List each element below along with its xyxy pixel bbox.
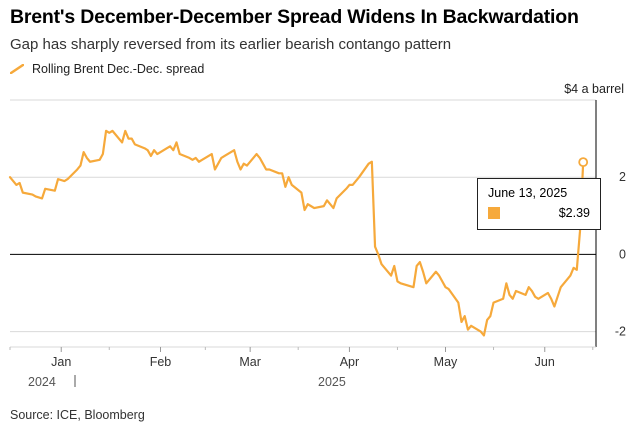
y-axis-unit-label: $4 a barrel	[564, 82, 624, 96]
tooltip-swatch	[488, 207, 500, 219]
chart-subtitle: Gap has sharply reversed from its earlie…	[10, 36, 452, 53]
highlight-point	[578, 157, 589, 168]
year-label: 2024	[28, 375, 56, 389]
x-tick-label: Feb	[150, 355, 172, 369]
legend-label: Rolling Brent Dec.-Dec. spread	[32, 62, 205, 76]
series-line	[8, 129, 585, 337]
chart-title: Brent's December-December Spread Widens …	[10, 6, 579, 28]
tooltip-date: June 13, 2025	[488, 186, 568, 200]
y-tick-label: -2	[615, 325, 626, 339]
x-tick-label: Apr	[340, 355, 359, 369]
legend-line-icon	[10, 64, 24, 74]
tick-labels: 2 0 -2 Jan Feb Mar Apr May Jun 2024 2025	[28, 170, 626, 389]
source-note: Source: ICE, Bloomberg	[10, 408, 145, 422]
year-label: 2025	[318, 375, 346, 389]
x-tick-label: Jan	[51, 355, 71, 369]
tooltip-value: $2.39	[558, 206, 590, 220]
data-tooltip: June 13, 2025 $2.39	[477, 178, 601, 230]
y-tick-label: 0	[619, 247, 626, 261]
axis-ticks	[9, 100, 597, 387]
legend: Rolling Brent Dec.-Dec. spread	[10, 62, 204, 76]
series-layer	[8, 129, 589, 337]
y-tick-label: 2	[619, 170, 626, 184]
x-tick-label: Jun	[535, 355, 555, 369]
x-tick-label: Mar	[239, 355, 261, 369]
grid-lines	[10, 99, 596, 333]
x-tick-label: May	[434, 355, 458, 369]
